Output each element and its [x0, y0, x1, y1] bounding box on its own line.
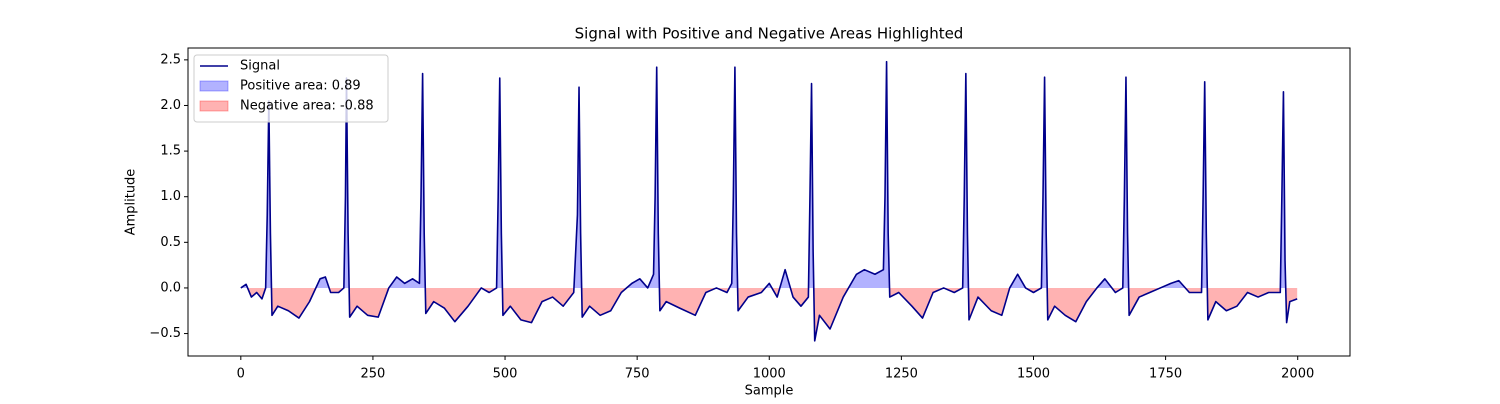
y-tick-label: 0.5 [160, 235, 181, 250]
y-tick-label: 2.0 [160, 98, 181, 113]
area-fill [240, 287, 1298, 341]
x-tick-label: 1000 [753, 367, 786, 382]
x-axis-label: Sample [745, 384, 794, 399]
y-tick-label: 2.5 [160, 52, 181, 67]
legend-label: Positive area: 0.89 [240, 79, 361, 94]
plot-frame [187, 47, 1351, 357]
chart-title: Signal with Positive and Negative Areas … [575, 25, 964, 43]
area-fill [240, 61, 1286, 288]
x-tick-label: 1500 [1017, 367, 1050, 382]
legend-label: Signal [240, 59, 280, 74]
x-tick-label: 1750 [1149, 367, 1182, 382]
legend-patch [199, 100, 229, 112]
legend-patch [199, 80, 229, 92]
signal-line [240, 60, 1298, 342]
legend: Signal Positive area: 0.89 Negative area: … [193, 54, 389, 123]
y-tick-label: 1.0 [160, 189, 181, 204]
x-tick-label: 750 [625, 367, 650, 382]
legend-box [193, 54, 389, 123]
y-axis-label: Amplitude [124, 169, 139, 236]
x-tick-label: 500 [493, 367, 518, 382]
x-tick-label: 0 [237, 367, 245, 382]
x-tick-label: 1250 [885, 367, 918, 382]
x-tick-label: 2000 [1281, 367, 1314, 382]
y-tick-label: 1.5 [160, 144, 181, 159]
y-tick-label: 0.0 [160, 280, 181, 295]
y-tick-label: −0.5 [149, 326, 181, 341]
legend-label: Negative area: -0.88 [240, 99, 374, 114]
x-tick-label: 250 [361, 367, 386, 382]
